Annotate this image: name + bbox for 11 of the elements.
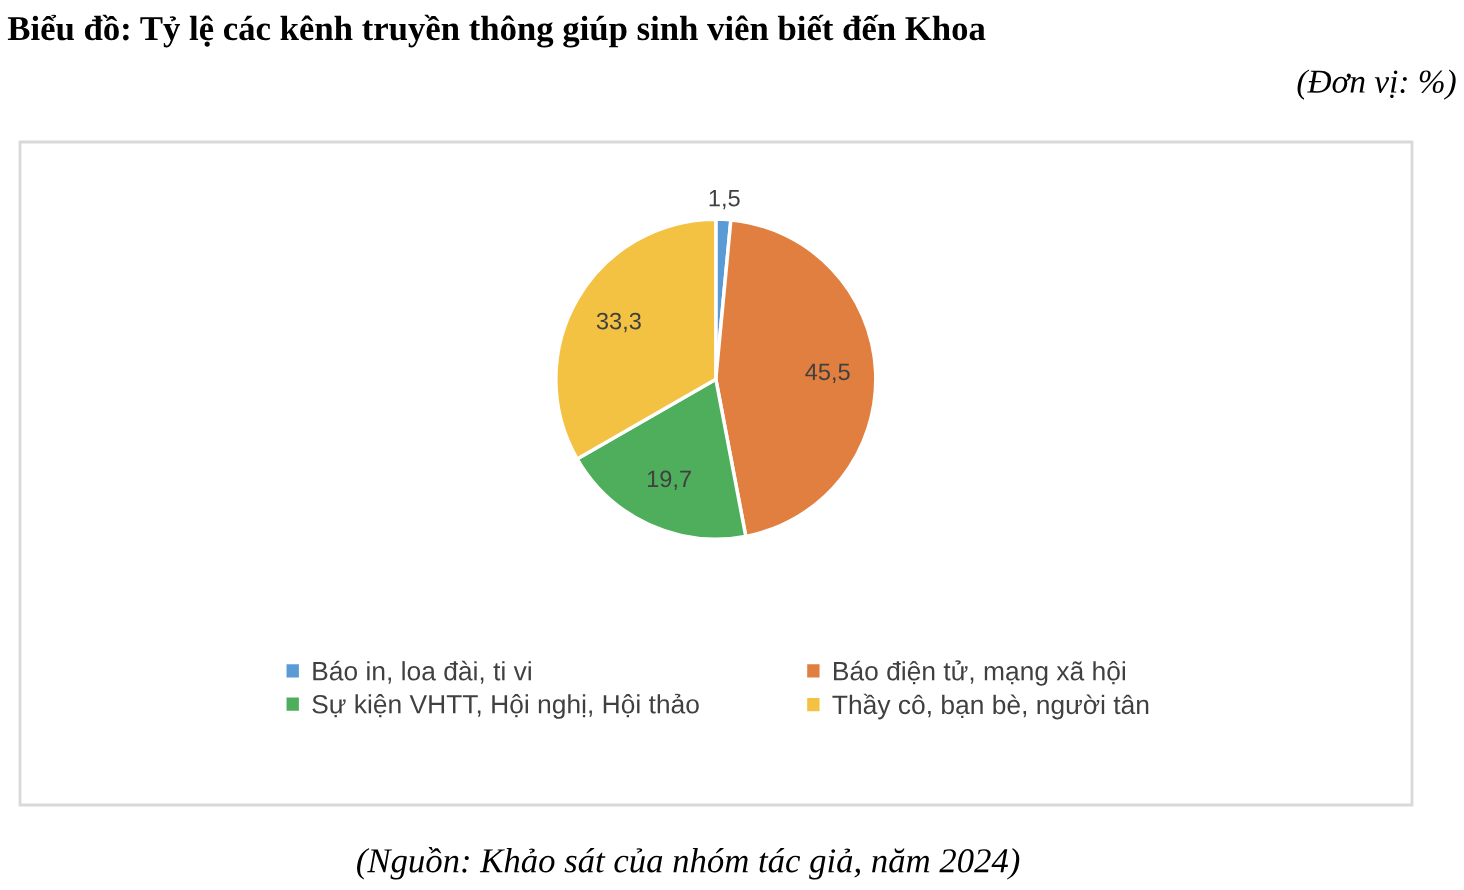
data-label: 45,5 bbox=[805, 363, 850, 384]
data-label: 33,3 bbox=[596, 312, 641, 333]
legend-label: Thầy cô, bạn bè, người tân bbox=[832, 693, 1149, 720]
text: (Đơn vị: %) bbox=[1297, 69, 1456, 100]
legend-label: Báo in, loa đài, ti vi bbox=[313, 660, 531, 684]
text: (Nguồn: Khảo sát của nhóm tác giả, năm 2024) bbox=[357, 847, 1020, 880]
legend-label: Sự kiện VHTT, Hội nghị, Hội thảo bbox=[312, 693, 699, 719]
chart-title: Biểu đồ: Tỷ lệ các kênh truyền thông giúp sinh viên biết đến Khoa bbox=[7, 14, 986, 48]
data-label: 19,7 bbox=[647, 470, 691, 491]
legend-label: Báo điện tử, mạng xã hội bbox=[834, 660, 1125, 686]
data-label: 1,5 bbox=[709, 190, 740, 210]
